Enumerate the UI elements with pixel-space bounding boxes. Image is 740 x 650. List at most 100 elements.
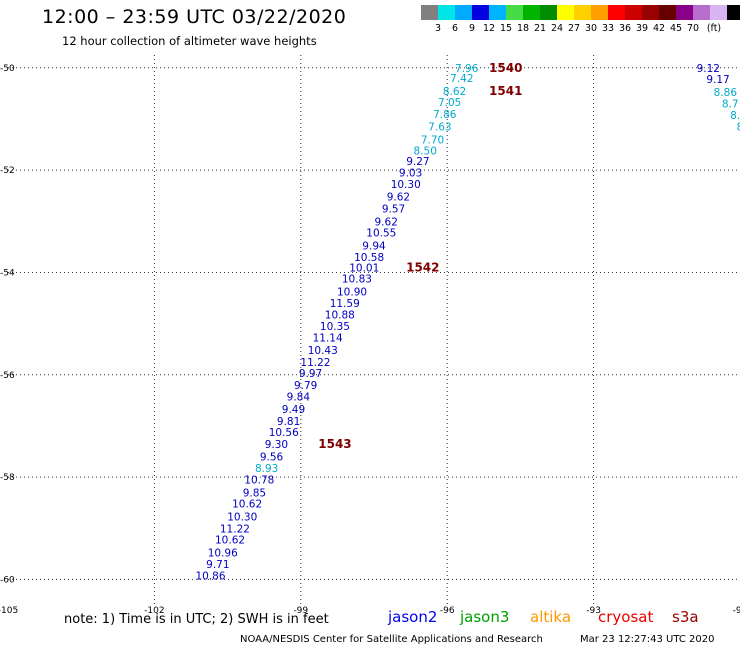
time-label: 1542 xyxy=(406,260,439,274)
scale-swatch xyxy=(506,5,523,20)
scale-swatch xyxy=(455,5,472,20)
scale-label: 24 xyxy=(550,23,564,34)
wave-height-label: 9.97 xyxy=(299,368,322,380)
wave-height-label: 7.96 xyxy=(455,63,479,75)
x-tick-label: -96 xyxy=(440,606,455,616)
wave-height-label: 8.86 xyxy=(714,87,738,99)
wave-height-label: 10.30 xyxy=(227,511,257,523)
scale-swatch xyxy=(421,5,438,20)
units-note: note: 1) Time is in UTC; 2) SWH is in fe… xyxy=(64,612,329,627)
wave-height-label: 10.01 xyxy=(349,262,379,274)
wave-height-label: 9.62 xyxy=(387,192,410,204)
x-tick-label: -105 xyxy=(0,606,18,616)
scale-label: 3 xyxy=(434,23,442,34)
wave-height-label: 7.86 xyxy=(433,109,457,121)
wave-height-label: 9.62 xyxy=(375,216,398,228)
y-tick-label: -54 xyxy=(0,268,15,278)
wave-height-label: 10.62 xyxy=(215,535,245,547)
wave-height-label: 8.50 xyxy=(414,146,437,158)
generation-timestamp: Mar 23 12:27:43 UTC 2020 xyxy=(580,634,715,645)
scale-swatch xyxy=(438,5,455,20)
time-label: 1540 xyxy=(489,61,522,75)
wave-height-label: 9.17 xyxy=(706,74,729,86)
wave-height-label: 10.90 xyxy=(337,286,367,298)
wave-height-label: 9.81 xyxy=(277,416,300,428)
wave-height-label: 8.7 xyxy=(722,99,739,111)
wave-height-label: 8.62 xyxy=(443,86,466,98)
wave-height-label: 11.22 xyxy=(220,523,250,535)
y-tick-label: -58 xyxy=(0,473,15,483)
wave-height-label: 9.56 xyxy=(260,452,284,464)
wave-height-label: 7.05 xyxy=(438,97,461,109)
scale-label: 18 xyxy=(516,23,530,34)
scale-swatch xyxy=(608,5,625,20)
time-label: 1541 xyxy=(489,84,522,98)
wave-height-label: 10.35 xyxy=(320,321,350,333)
scale-swatch xyxy=(472,5,489,20)
wave-height-label: 7.63 xyxy=(428,122,451,134)
scale-label: 15 xyxy=(499,23,513,34)
y-tick-label: -50 xyxy=(0,64,15,74)
satellite-altika: altika xyxy=(530,608,572,626)
wave-height-label: 9.79 xyxy=(294,380,317,392)
scale-label: 6 xyxy=(451,23,459,34)
wave-height-label: 9.49 xyxy=(282,404,305,416)
wave-height-label: 8 xyxy=(737,122,740,134)
satellite-s3a: s3a xyxy=(672,608,699,626)
wave-height-label: 10.30 xyxy=(391,179,421,191)
scale-swatch xyxy=(693,5,710,20)
wave-height-label: 7.70 xyxy=(421,134,444,146)
wave-height-label: 10.88 xyxy=(325,309,355,321)
x-tick-label: -99 xyxy=(293,606,308,616)
scale-swatch xyxy=(574,5,591,20)
wave-height-label: 9.57 xyxy=(382,203,405,215)
wave-height-label: 8. xyxy=(730,110,740,122)
wave-height-label: 10.58 xyxy=(354,252,384,264)
wave-height-label: 9.27 xyxy=(406,156,429,168)
satellite-cryosat: cryosat xyxy=(598,608,654,626)
wave-height-label: 11.59 xyxy=(330,298,360,310)
y-tick-label: -60 xyxy=(0,575,15,585)
wave-height-label: 9.84 xyxy=(287,391,311,403)
wave-height-label: 11.22 xyxy=(300,357,330,369)
credit-line: NOAA/NESDIS Center for Satellite Applica… xyxy=(240,634,543,645)
y-tick-label: -56 xyxy=(0,371,15,381)
scale-label: 27 xyxy=(567,23,581,34)
x-tick-label: -102 xyxy=(144,606,164,616)
wave-height-label: 11.14 xyxy=(313,332,343,344)
wave-height-label: 9.30 xyxy=(265,439,288,451)
satellite-jason2: jason2 xyxy=(388,608,438,626)
y-tick-label: -52 xyxy=(0,166,15,176)
scale-label: 39 xyxy=(635,23,649,34)
wave-height-label: 10.96 xyxy=(208,547,238,559)
wave-height-label: 8.93 xyxy=(255,463,278,475)
scale-label: 9 xyxy=(468,23,476,34)
scale-swatch xyxy=(727,5,740,20)
wave-height-label: 9.85 xyxy=(243,487,266,499)
scale-swatch xyxy=(642,5,659,20)
x-tick-label: -90 xyxy=(733,606,740,616)
wave-height-label: 10.78 xyxy=(244,475,274,487)
scale-label: 45 xyxy=(669,23,683,34)
page-title: 12:00 – 23:59 UTC 03/22/2020 xyxy=(42,6,347,28)
scale-swatch xyxy=(489,5,506,20)
time-label: 1543 xyxy=(318,437,351,451)
wave-height-label: 9.12 xyxy=(697,63,720,75)
scale-swatch xyxy=(591,5,608,20)
wave-height-label: 9.94 xyxy=(362,240,386,252)
scale-swatch xyxy=(625,5,642,20)
scale-swatch xyxy=(659,5,676,20)
scale-label: (ft) xyxy=(706,23,722,34)
scale-label: 42 xyxy=(652,23,666,34)
scale-label: 21 xyxy=(533,23,547,34)
wave-height-label: 10.62 xyxy=(232,499,262,511)
scale-label: 36 xyxy=(618,23,632,34)
wave-height-label: 9.71 xyxy=(206,559,229,571)
scale-label: 33 xyxy=(601,23,615,34)
wave-height-label: 10.43 xyxy=(308,345,338,357)
scale-swatch xyxy=(676,5,693,20)
wave-height-label: 9.03 xyxy=(399,168,422,180)
x-tick-label: -93 xyxy=(586,606,601,616)
wave-height-label: 10.55 xyxy=(366,228,396,240)
wave-height-label: 10.56 xyxy=(269,427,299,439)
